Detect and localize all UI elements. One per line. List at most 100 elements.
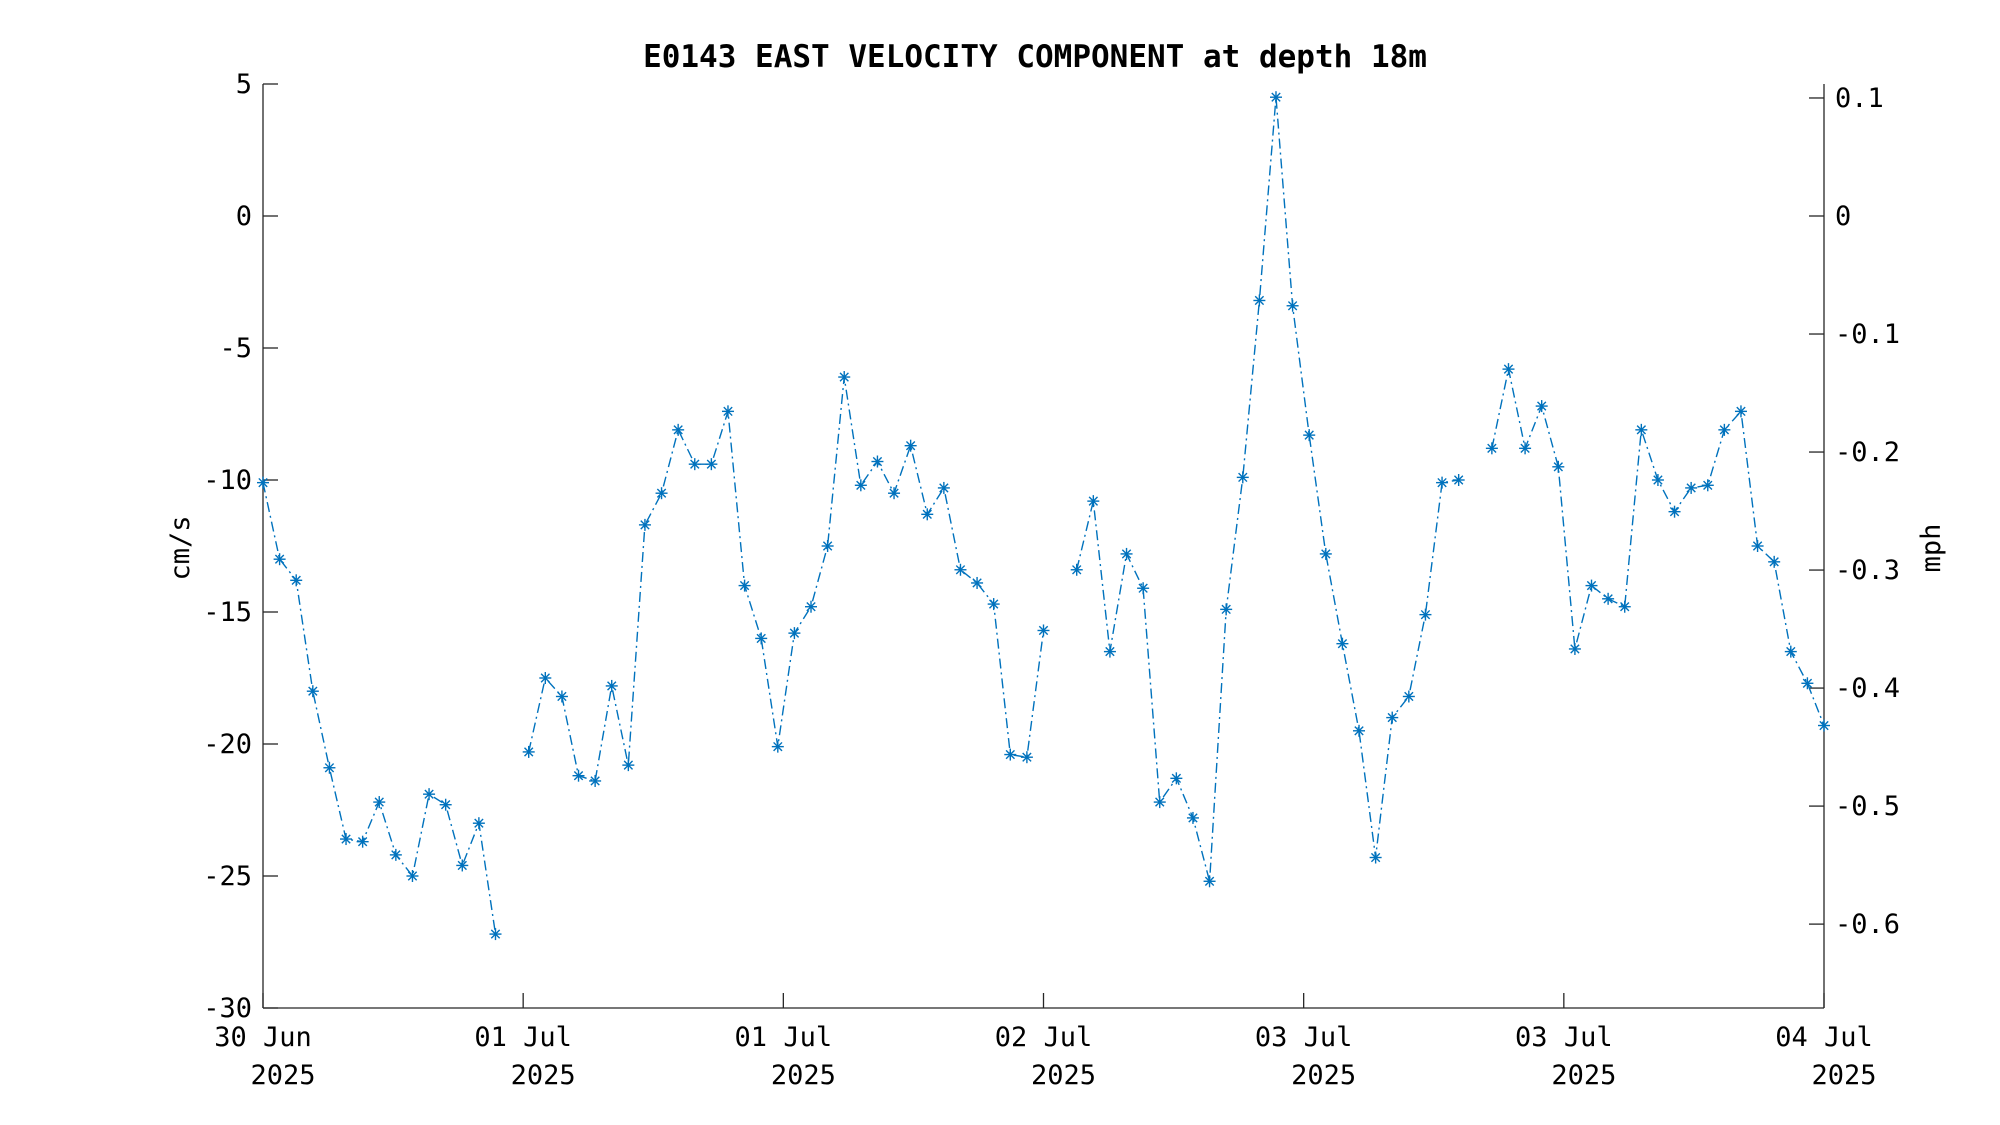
data-point — [1186, 811, 1199, 824]
data-point — [456, 859, 469, 872]
data-point — [1718, 423, 1731, 436]
x-tick-label-day: 03 Jul — [1255, 1022, 1353, 1053]
y-tick-label: -10 — [203, 465, 252, 496]
data-point — [622, 759, 635, 772]
data-point — [1170, 772, 1183, 785]
y-axis-label: cm/s — [165, 515, 196, 580]
data-point — [688, 458, 701, 471]
x-tick-label-year: 2025 — [1291, 1060, 1356, 1091]
data-point — [1402, 690, 1415, 703]
x-tick-label-day: 30 Jun — [214, 1022, 312, 1053]
y2-tick-label: -0.5 — [1835, 791, 1900, 822]
data-point — [705, 458, 718, 471]
x-tick-label-day: 02 Jul — [995, 1022, 1093, 1053]
data-point — [921, 508, 934, 521]
data-point — [937, 481, 950, 494]
data-point — [1220, 603, 1233, 616]
data-point — [273, 553, 286, 566]
data-point — [788, 627, 801, 640]
data-point — [1768, 555, 1781, 568]
data-point — [838, 371, 851, 384]
data-point — [1353, 724, 1366, 737]
y2-axis-label: mph — [1916, 524, 1947, 573]
data-point — [1784, 645, 1797, 658]
data-point — [1452, 474, 1465, 486]
x-tick-label-day: 01 Jul — [474, 1022, 572, 1053]
data-point — [1137, 582, 1150, 595]
data-point — [672, 423, 685, 436]
data-point — [423, 788, 436, 801]
data-point — [638, 518, 651, 531]
data-point — [1436, 476, 1449, 489]
data-point — [1020, 751, 1033, 764]
data-point — [1685, 481, 1698, 494]
data-point — [1552, 460, 1565, 473]
data-point — [1319, 547, 1332, 560]
data-point — [1618, 600, 1631, 613]
ticks: 5 0 -5 -10 -15 -20 -25 -30 0.1 0 -0.1 -0.2 -0.3 -0.4 -… — [203, 69, 1900, 1091]
y2-tick-label: -0.4 — [1835, 673, 1900, 704]
data-point — [1751, 540, 1764, 552]
x-tick-label-year: 2025 — [1811, 1060, 1876, 1091]
y-tick-label: -5 — [219, 333, 252, 364]
y-tick-label: -25 — [203, 861, 252, 892]
data-point — [821, 540, 834, 552]
data-point — [539, 672, 552, 684]
y2-tick-label: -0.1 — [1835, 319, 1900, 350]
data-point — [472, 817, 485, 830]
data-point — [522, 745, 535, 758]
chart-title: E0143 EAST VELOCITY COMPONENT at depth 1… — [643, 39, 1427, 75]
data-point — [1734, 405, 1747, 418]
data-point — [854, 479, 867, 492]
x-tick-label-day: 03 Jul — [1515, 1022, 1613, 1053]
x-tick-label-year: 2025 — [1031, 1060, 1096, 1091]
data-point — [373, 796, 386, 809]
data-point — [489, 928, 502, 941]
data-point — [1369, 851, 1382, 864]
data-point — [340, 833, 353, 846]
data-point — [1801, 677, 1814, 690]
data-point — [356, 835, 369, 848]
data-point — [755, 632, 768, 645]
data-point — [738, 579, 751, 592]
data-point — [888, 487, 901, 500]
data-point — [589, 774, 602, 787]
data-point — [1037, 624, 1050, 637]
data-point — [1386, 711, 1399, 724]
data-point — [1153, 796, 1166, 809]
axes — [262, 84, 1825, 1009]
data-point — [1419, 608, 1432, 621]
data-point — [290, 574, 303, 587]
data-point — [1668, 505, 1681, 518]
data-point — [1535, 400, 1548, 413]
data-point — [1502, 363, 1515, 376]
y2-tick-label: 0 — [1835, 201, 1851, 232]
data-point — [1203, 875, 1216, 888]
data-point — [389, 848, 402, 861]
x-tick-label-year: 2025 — [1551, 1060, 1616, 1091]
data-point — [1568, 642, 1581, 655]
data-point — [871, 455, 884, 468]
data-point — [1087, 495, 1100, 508]
data-point — [1818, 719, 1830, 732]
data-point — [1236, 471, 1249, 484]
data-point — [987, 598, 1000, 611]
data-point — [904, 439, 917, 452]
y-tick-label: -30 — [203, 993, 252, 1024]
data-point — [1253, 294, 1266, 307]
data-point — [1635, 423, 1648, 436]
series-line — [262, 97, 1825, 935]
x-tick-label-day: 01 Jul — [735, 1022, 833, 1053]
data-point — [323, 761, 336, 774]
data-point — [655, 487, 668, 500]
y-tick-label: -15 — [203, 597, 252, 628]
data-series — [257, 91, 1830, 941]
data-point — [1103, 645, 1116, 658]
data-point — [406, 870, 419, 882]
data-point — [572, 769, 585, 782]
y-tick-label: 5 — [236, 69, 252, 100]
data-point — [1070, 563, 1083, 576]
data-point — [1303, 429, 1316, 442]
data-point — [306, 685, 319, 698]
